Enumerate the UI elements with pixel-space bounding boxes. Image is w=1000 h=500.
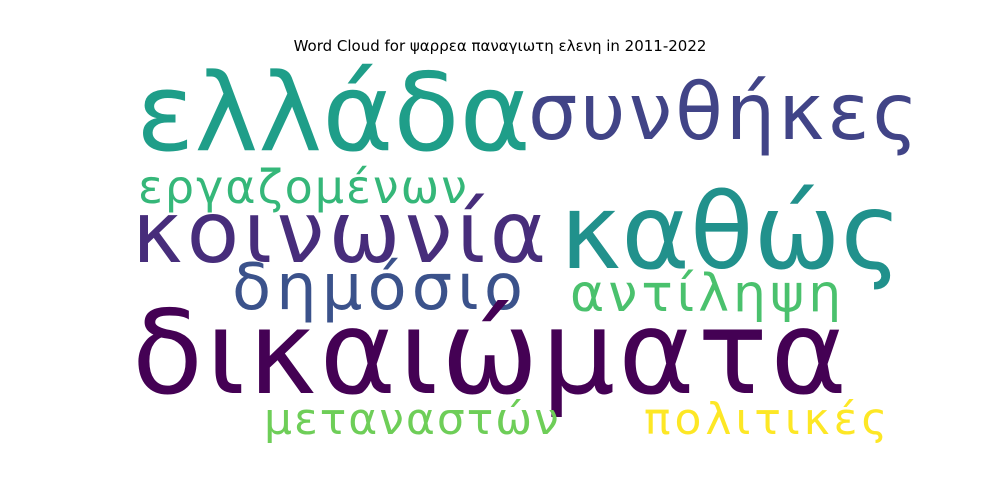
word-cloud: ελλάδα συνθήκες εργαζομένων κοινωνία καθ…: [132, 51, 918, 460]
word-dimosio: δημόσιο: [232, 251, 528, 325]
word-antilipsi: αντίληψη: [570, 264, 846, 324]
word-koinonia: κοινωνία: [132, 183, 551, 283]
word-kathos: καθώς: [560, 171, 902, 293]
word-ellada: ελλάδα: [136, 51, 531, 176]
chart-title: Word Cloud for ψαρρεα παναγιωτη ελενη in…: [293, 37, 707, 55]
word-dikaiomata: δικαιώματα: [132, 286, 851, 421]
word-synthikes: συνθήκες: [528, 68, 922, 158]
word-ergazomenon: εργαζομένων: [138, 160, 469, 214]
word-politikes: πολιτικές: [644, 394, 892, 445]
word-metanaston: μεταναστών: [264, 394, 561, 445]
